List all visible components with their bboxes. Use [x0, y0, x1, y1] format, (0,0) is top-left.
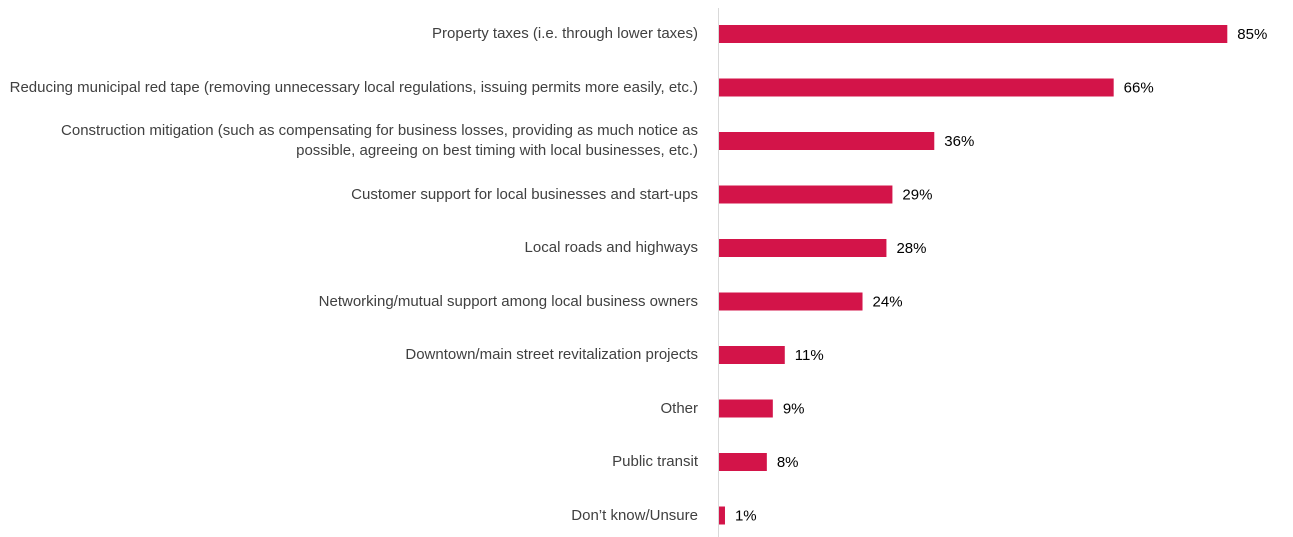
- category-label: Public transit: [612, 453, 698, 470]
- bar: [719, 185, 893, 204]
- category-label: Construction mitigation (such as compens…: [61, 122, 698, 159]
- bar: [719, 346, 785, 364]
- value-label: 8%: [777, 454, 799, 471]
- value-label: 24%: [873, 293, 903, 310]
- bar: [719, 399, 773, 418]
- bar: [719, 78, 1114, 97]
- category-label: Reducing municipal red tape (removing un…: [9, 78, 698, 96]
- value-label: 29%: [902, 186, 932, 203]
- category-label: Networking/mutual support among local bu…: [318, 292, 698, 310]
- bar: [719, 239, 887, 257]
- value-label: 11%: [795, 347, 824, 364]
- category-label: Don’t know/Unsure: [571, 506, 698, 524]
- category-label: Downtown/main street revitalization proj…: [405, 346, 698, 363]
- bar: [719, 453, 767, 471]
- bar: [719, 132, 935, 150]
- value-label: 9%: [783, 400, 805, 417]
- category-label: Property taxes (i.e. through lower taxes…: [432, 25, 698, 42]
- value-label: 1%: [735, 507, 757, 524]
- category-label: Other: [660, 399, 698, 417]
- bar: [719, 292, 863, 311]
- bar: [719, 506, 725, 525]
- value-label: 36%: [944, 133, 974, 150]
- category-label: Customer support for local businesses an…: [351, 185, 698, 203]
- value-label: 85%: [1237, 26, 1267, 43]
- value-label: 28%: [896, 240, 926, 257]
- bar: [719, 25, 1228, 43]
- value-label: 66%: [1124, 79, 1154, 96]
- category-label: Local roads and highways: [524, 239, 698, 256]
